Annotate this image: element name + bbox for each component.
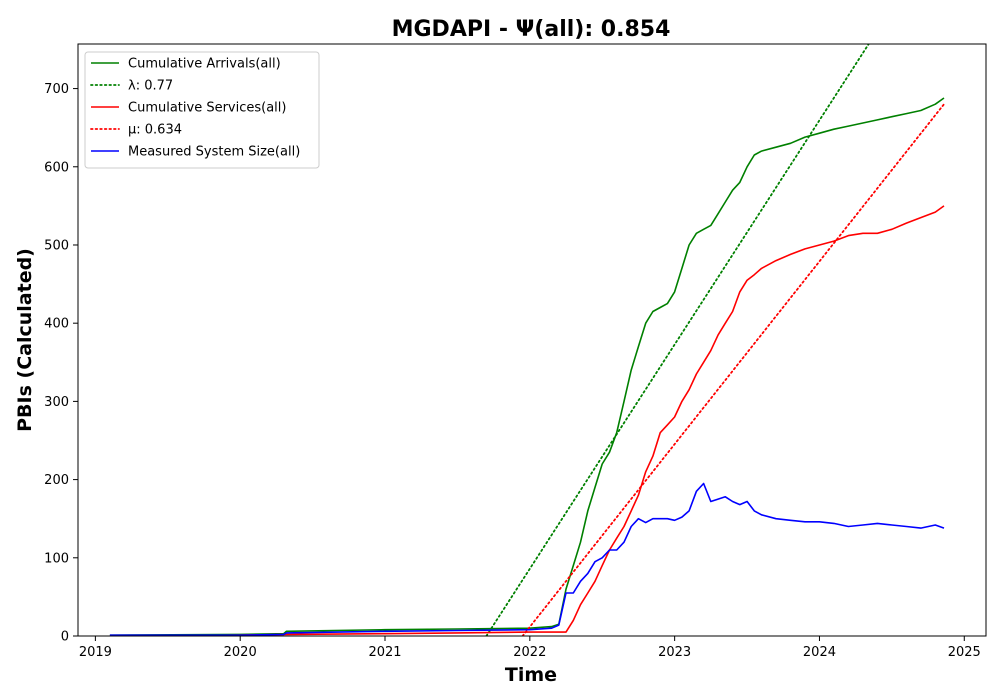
x-tick-label: 2021 [368, 645, 401, 660]
x-tick-label: 2022 [513, 645, 546, 660]
y-tick-label: 700 [44, 82, 69, 97]
x-tick-label: 2020 [224, 645, 257, 660]
series-line-0 [109, 97, 945, 636]
legend-label: Measured System Size(all) [128, 145, 300, 160]
legend-label: Cumulative Arrivals(all) [128, 57, 281, 72]
plot-frame [77, 43, 987, 637]
legend-label: λ: 0.77 [128, 79, 173, 94]
y-tick-label: 400 [44, 317, 69, 332]
x-tick-label: 2025 [948, 645, 981, 660]
x-tick-label: 2024 [803, 645, 836, 660]
y-tick-label: 100 [44, 551, 69, 566]
legend: Cumulative Arrivals(all) λ: 0.77 Cumulativ… [84, 51, 320, 169]
chart-title: MGDAPI - Ψ(all): 0.854 [392, 17, 671, 42]
legend-label: Cumulative Services(all) [128, 101, 286, 116]
y-tick-label: 600 [44, 160, 69, 175]
series-line-3 [521, 103, 945, 636]
y-tick-label: 500 [44, 238, 69, 253]
legend-label: μ: 0.634 [128, 123, 182, 138]
x-axis-label: Time [505, 664, 557, 686]
y-tick-label: 300 [44, 395, 69, 410]
y-axis-label: PBIs (Calculated) [14, 248, 36, 432]
y-tick-label: 0 [61, 630, 69, 645]
y-tick-label: 200 [44, 473, 69, 488]
y-axis: 0 100 200 300 400 500 600 700 [44, 82, 78, 645]
series-line-2 [109, 205, 945, 636]
plot-area [109, 44, 945, 636]
series-line-4 [109, 482, 945, 636]
series-line-1 [485, 44, 870, 636]
x-tick-label: 2019 [79, 645, 112, 660]
x-axis: 2019 2020 2021 2022 2023 2024 2025 [79, 636, 981, 660]
legend-box [84, 51, 320, 169]
x-tick-label: 2023 [658, 645, 691, 660]
